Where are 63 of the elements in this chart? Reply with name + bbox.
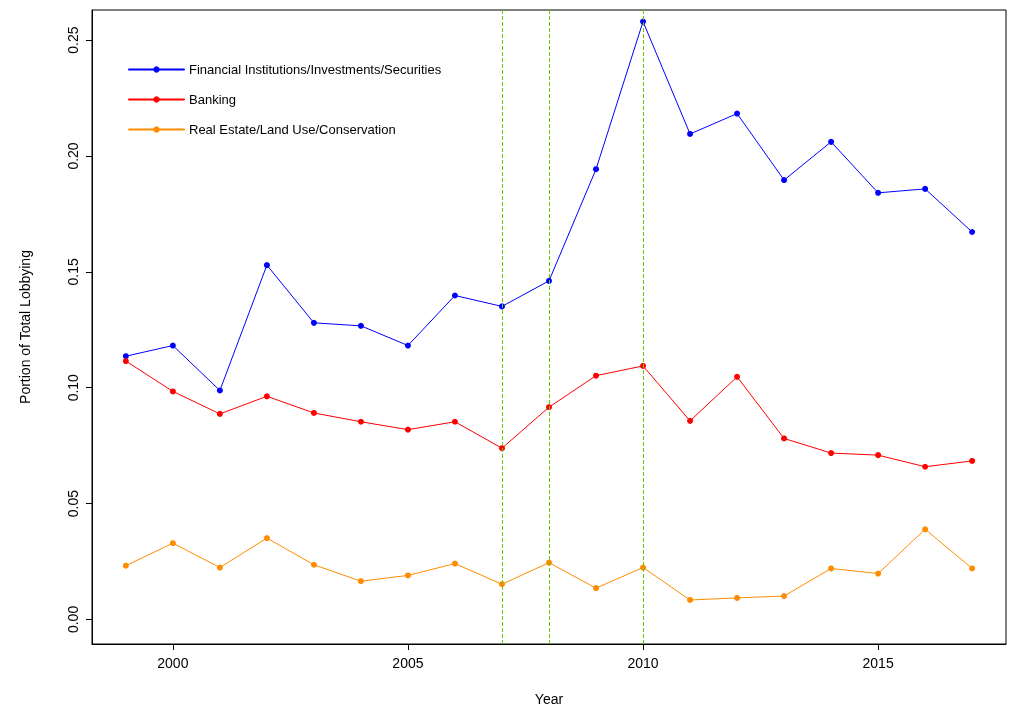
x-tick-label: 2010: [627, 655, 659, 671]
point: [404, 572, 411, 579]
point: [310, 409, 317, 416]
point: [169, 342, 176, 349]
point: [357, 322, 364, 329]
point: [781, 177, 788, 184]
point: [687, 596, 694, 603]
point: [922, 185, 929, 192]
point: [828, 450, 835, 457]
point: [593, 585, 600, 592]
point: [969, 457, 976, 464]
point: [734, 594, 741, 601]
point: [593, 166, 600, 173]
point: [875, 189, 882, 196]
point: [875, 452, 882, 459]
point: [922, 463, 929, 470]
point: [828, 565, 835, 572]
y-tick-label: 0.25: [65, 26, 81, 54]
x-tick-label: 2000: [157, 655, 189, 671]
point: [357, 418, 364, 425]
point: [357, 578, 364, 585]
point: [451, 292, 458, 299]
point: [451, 418, 458, 425]
y-tick-label: 0.00: [65, 605, 81, 634]
point: [216, 387, 223, 394]
y-tick-label: 0.05: [65, 489, 81, 518]
point: [122, 562, 129, 569]
point: [404, 342, 411, 349]
point: [216, 410, 223, 417]
point: [687, 417, 694, 424]
point: [969, 565, 976, 572]
point: [451, 560, 458, 567]
y-axis-title: Portion of Total Lobbying: [17, 250, 33, 404]
point: [875, 570, 882, 577]
point: [122, 358, 129, 365]
point: [263, 535, 270, 542]
point: [263, 262, 270, 269]
point: [593, 372, 600, 379]
point: [687, 130, 694, 137]
point: [310, 319, 317, 326]
y-tick-label: 0.15: [65, 258, 81, 286]
x-axis-title: Year: [534, 691, 564, 707]
point: [969, 228, 976, 235]
y-tick-label: 0.10: [65, 373, 81, 402]
point: [122, 353, 129, 360]
point: [169, 388, 176, 395]
point: [216, 564, 223, 571]
point: [922, 526, 929, 533]
y-tick-label: 0.20: [65, 142, 81, 170]
legend-label: Real Estate/Land Use/Conservation: [189, 122, 396, 137]
point: [169, 540, 176, 547]
point: [404, 426, 411, 433]
point: [781, 435, 788, 442]
point: [310, 561, 317, 568]
x-tick-label: 2015: [862, 655, 894, 671]
point: [263, 393, 270, 400]
point: [734, 373, 741, 380]
legend-label: Financial Institutions/Investments/Securities: [189, 62, 442, 77]
point: [781, 593, 788, 600]
point: [734, 110, 741, 117]
legend-label: Banking: [189, 92, 236, 107]
x-tick-label: 2005: [392, 655, 424, 671]
point: [828, 138, 835, 145]
